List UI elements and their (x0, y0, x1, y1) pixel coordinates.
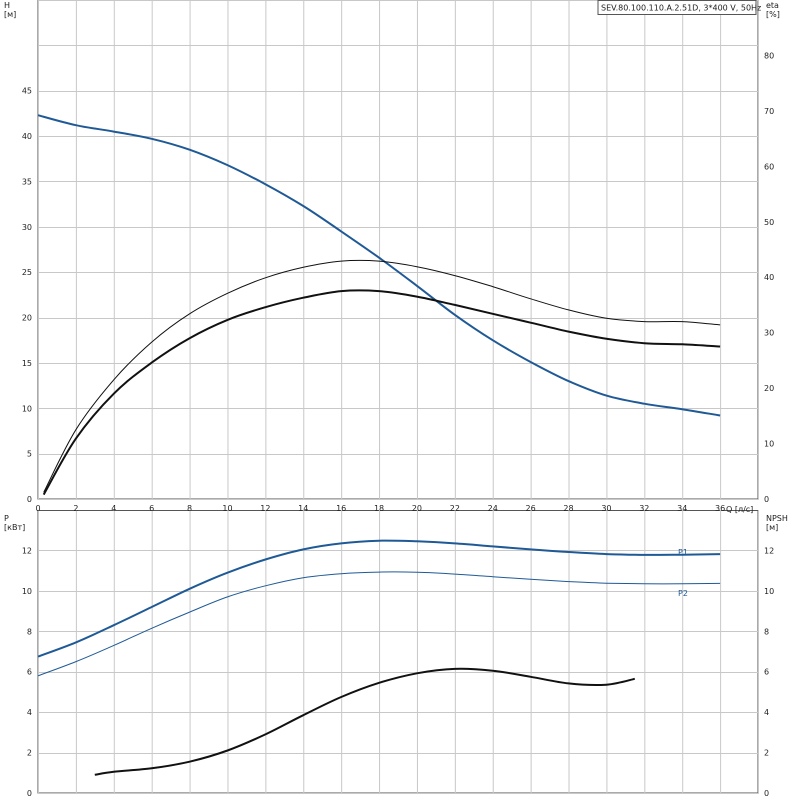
y-right-label-npsh: NPSH (766, 514, 788, 523)
x-tick-label: 14 (298, 504, 308, 513)
bottom-panel-grid (37, 510, 759, 794)
top-y-left-tick-label: 35 (22, 177, 32, 186)
bottom-y-left-tick-label: 4 (27, 708, 32, 717)
bottom-y-right-tick-label: 0 (764, 789, 769, 798)
x-tick-label: 2 (73, 504, 78, 513)
bottom-y-right-tick-label: 6 (764, 668, 769, 677)
top-y-right-tick-label: 10 (764, 440, 774, 449)
top-panel-curves (37, 114, 721, 496)
x-tick-label: 10 (222, 504, 232, 513)
top-y-left-tick-label: 5 (27, 450, 32, 459)
bottom-y-left-tick-label: 0 (27, 789, 32, 798)
x-tick-label: 28 (563, 504, 573, 513)
product-label-box: SEV.80.100.110.A.2.51D, 3*400 V, 50Hz (597, 0, 761, 15)
top-y-left-tick-label: 40 (22, 132, 32, 141)
bottom-panel-curves (37, 539, 721, 776)
bottom-y-left-tick-label: 2 (27, 749, 32, 758)
x-tick-label: 0 (35, 504, 40, 513)
y-left-unit-power: [кВт] (4, 523, 25, 532)
bottom-y-left-tick-label: 10 (22, 587, 32, 596)
series-label-p2: P2 (678, 589, 688, 598)
x-axis-label-flow: Q [л/с] (726, 505, 753, 514)
bottom-y-left-tick-label: 12 (22, 546, 32, 555)
top-y-left-tick-label: 45 (22, 87, 32, 96)
y-right-unit-npsh: [м] (766, 523, 778, 532)
bottom-y-right-tick-label: 2 (764, 749, 769, 758)
top-y-left-tick-label: 15 (22, 359, 32, 368)
top-y-right-tick-label: 50 (764, 218, 774, 227)
bottom-y-right-tick-label: 12 (764, 546, 774, 555)
y-left-label-power: P (4, 514, 9, 523)
x-tick-label: 6 (149, 504, 154, 513)
x-tick-label: 20 (412, 504, 422, 513)
bottom-series-line-0 (37, 539, 721, 658)
x-tick-label: 36 (715, 504, 725, 513)
top-panel-frame (37, 0, 759, 500)
top-y-right-tick-label: 80 (764, 51, 774, 60)
y-left-unit-head: [м] (4, 10, 16, 19)
x-tick-label: 34 (677, 504, 687, 513)
bottom-y-right-tick-label: 10 (764, 587, 774, 596)
bottom-y-right-tick-label: 8 (764, 627, 769, 636)
x-tick-label: 26 (526, 504, 536, 513)
bottom-panel-frame (37, 510, 759, 794)
top-panel-grid (37, 0, 759, 500)
x-tick-label: 22 (450, 504, 460, 513)
y-left-label-head: H (4, 1, 10, 10)
bottom-series-line-2 (94, 667, 636, 776)
bottom-panel-tick-labels: 0 2 4 6 8 10 12 0 2 4 6 8 10 12 (22, 546, 774, 798)
y-right-unit-eta: [%] (766, 10, 780, 19)
top-y-right-tick-label: 30 (764, 329, 774, 338)
top-y-left-tick-label: 0 (27, 495, 32, 504)
product-label: SEV.80.100.110.A.2.51D, 3*400 V, 50Hz (601, 4, 761, 13)
y-right-label-eta: eta (766, 1, 779, 10)
top-y-left-tick-label: 20 (22, 314, 32, 323)
x-tick-label: 12 (260, 504, 270, 513)
x-tick-label: 16 (336, 504, 346, 513)
bottom-y-right-tick-label: 4 (764, 708, 769, 717)
top-y-right-tick-label: 60 (764, 162, 774, 171)
bottom-series-line-1 (37, 571, 721, 677)
top-series-line-2 (42, 289, 721, 496)
top-y-right-tick-label: 0 (764, 495, 769, 504)
top-series-line-1 (43, 259, 721, 493)
series-label-p1: P1 (678, 548, 688, 557)
x-tick-label: 8 (187, 504, 192, 513)
top-series-line-0 (37, 114, 721, 417)
bottom-y-left-tick-label: 6 (27, 668, 32, 677)
x-tick-label: 30 (601, 504, 611, 513)
x-tick-label: 4 (111, 504, 116, 513)
x-tick-label: 24 (488, 504, 498, 513)
top-y-right-tick-label: 70 (764, 107, 774, 116)
top-y-left-tick-label: 10 (22, 404, 32, 413)
bottom-y-left-tick-label: 8 (27, 627, 32, 636)
x-tick-label: 18 (374, 504, 384, 513)
top-y-right-tick-label: 20 (764, 384, 774, 393)
top-y-left-tick-label: 30 (22, 223, 32, 232)
top-y-left-tick-label: 25 (22, 268, 32, 277)
x-tick-label: 32 (639, 504, 649, 513)
top-y-right-tick-label: 40 (764, 273, 774, 282)
